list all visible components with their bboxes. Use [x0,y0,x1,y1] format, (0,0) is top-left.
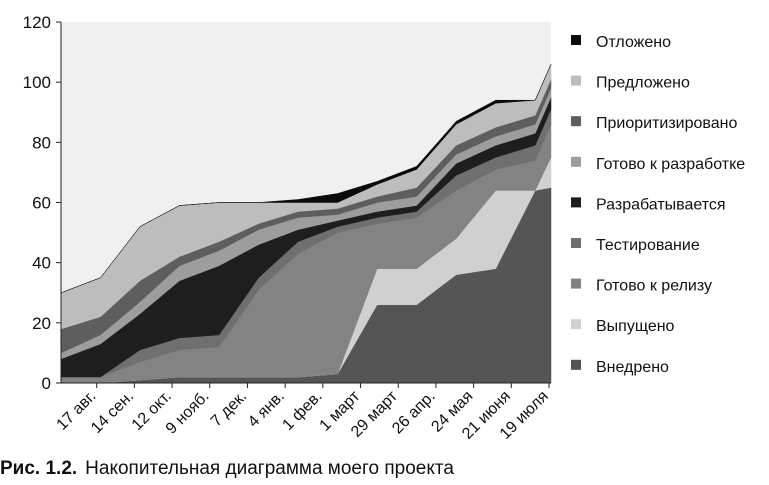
cumulative-flow-chart: 0 20 40 60 80 100 120 17 авг.14 сен.12 окт.9 н… [23,13,746,443]
legend-swatch [571,359,581,370]
x-tick-label: 7 дек. [208,388,250,430]
x-axis-ticks: 17 авг.14 сен.12 окт.9 нояб.7 дек.4 янв.… [54,383,552,443]
legend-label: Приоритизировано [596,115,737,132]
y-tick-label: 100 [23,73,51,92]
area-отложено [60,63,552,294]
legend-swatch [571,75,581,86]
y-tick-label: 0 [42,374,51,393]
legend-item-выпущено: Выпущено [571,318,675,335]
legend-item-готово-к-разработке: Готово к разработке [571,156,745,173]
legend-item-тестирование: Тестирование [571,237,700,254]
legend-label: Готово к разработке [596,156,745,173]
legend-label: Разрабатывается [596,196,726,213]
legend-item-предложено: Предложено [571,75,690,92]
y-tick-label: 60 [32,194,51,213]
legend-swatch [571,278,581,289]
legend-label: Отложено [596,34,671,51]
legend-swatch [571,197,581,208]
legend-item-отложено: Отложено [571,34,671,51]
legend-label: Готово к релизу [596,278,712,295]
legend-label: Внедрено [596,359,669,376]
legend-item-разрабатывается: Разрабатывается [571,196,726,213]
y-tick-label: 40 [32,254,51,273]
legend-swatch [571,156,581,167]
x-tick-label: 14 сен. [88,388,137,437]
legend-item-внедрено: Внедрено [571,359,669,376]
y-axis-ticks: 0 20 40 60 80 100 120 [23,13,61,393]
legend-swatch [571,35,581,45]
legend-label: Тестирование [596,237,700,254]
legend-label: Выпущено [596,318,675,335]
y-tick-label: 20 [32,314,51,333]
legend-swatch [571,319,581,330]
legend-item-готово-к-релизу: Готово к релизу [571,278,712,295]
legend-label: Предложено [596,75,690,92]
figure-caption-text: Накопительная диаграмма моего проекта [85,458,454,479]
area-series-group [60,63,552,384]
legend: Отложено Предложено Приоритизировано Готово… [571,34,745,376]
figure-caption-label: Рис. 1.2. [0,458,78,479]
legend-item-приоритизировано: Приоритизировано [571,115,737,132]
x-tick-label: 26 апр. [389,388,439,438]
x-tick-label: 1 фев. [279,388,325,434]
y-tick-label: 120 [23,13,51,32]
legend-swatch [571,116,581,127]
figure-caption: Рис. 1.2. Накопительная диаграмма моего п… [0,458,454,480]
y-tick-label: 80 [32,133,51,152]
legend-swatch [571,238,581,248]
